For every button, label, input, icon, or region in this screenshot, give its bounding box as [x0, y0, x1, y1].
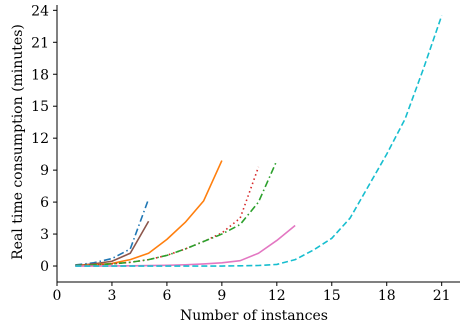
series-line-5 — [75, 160, 278, 267]
x-tick-label: 21 — [433, 288, 451, 304]
x-tick-label: 12 — [268, 288, 286, 304]
x-tick-label: 9 — [217, 288, 226, 304]
series-line-1 — [75, 198, 150, 266]
x-tick-label: 18 — [378, 288, 396, 304]
y-tick-label: 0 — [40, 259, 49, 275]
y-tick-label: 21 — [31, 35, 49, 51]
x-axis-label: Number of instances — [180, 308, 328, 324]
x-tick-label: 0 — [53, 288, 62, 304]
y-tick-label: 12 — [31, 131, 49, 147]
y-tick-label: 24 — [31, 3, 49, 19]
x-tick-label: 15 — [323, 288, 341, 304]
y-tick-label: 15 — [31, 99, 49, 115]
plot-lines — [75, 15, 443, 267]
series-line-4 — [75, 166, 260, 267]
x-tick-label: 6 — [162, 288, 171, 304]
series-line-3 — [75, 160, 223, 267]
x-tick-label: 3 — [107, 288, 116, 304]
y-tick-label: 3 — [40, 227, 49, 243]
series-line-7 — [75, 15, 443, 267]
axes: 0 3 6 9 12 15 18 21 0 3 6 9 12 15 18 21 24 — [31, 3, 460, 304]
y-axis-label: Real time consumption (minutes) — [10, 24, 26, 260]
y-tick-label: 6 — [40, 195, 49, 211]
series-line-2 — [75, 220, 150, 267]
y-tick-label: 9 — [40, 163, 49, 179]
y-tick-label: 18 — [31, 67, 49, 83]
